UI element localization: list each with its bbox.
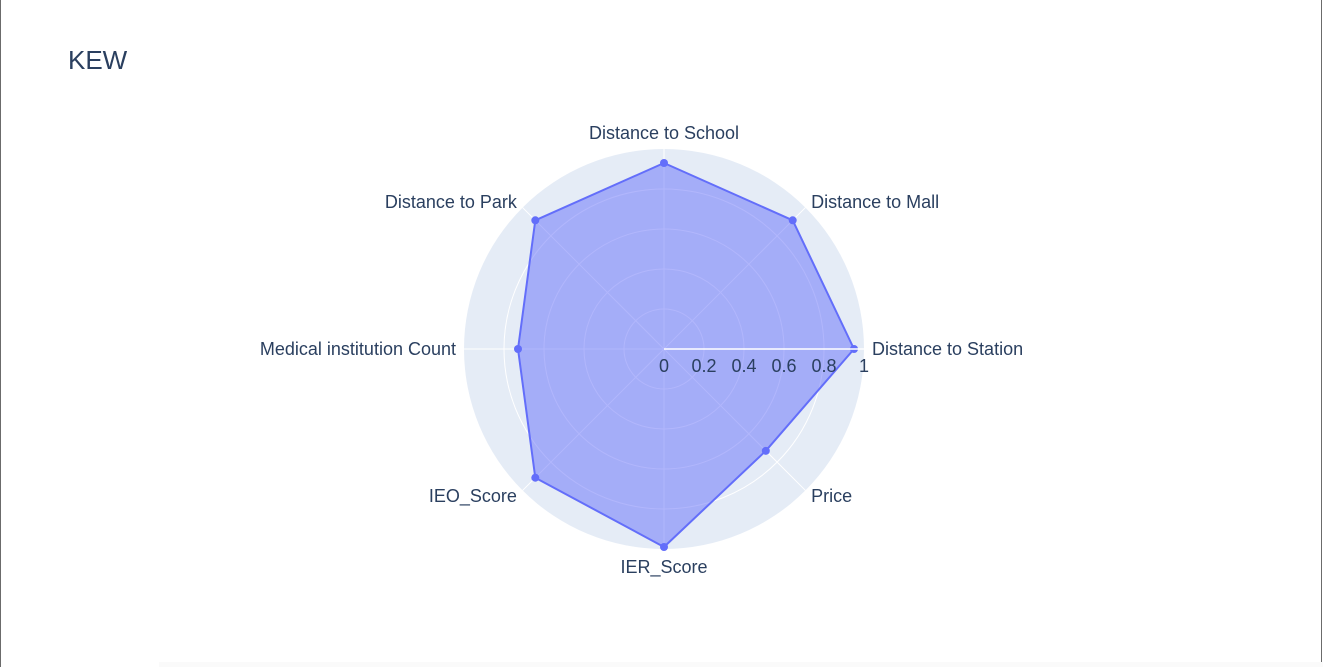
data-point-5[interactable] [531,473,540,482]
radial-tick-label: 0.2 [691,356,716,376]
angular-axis-labels: Distance to Station Distance to Mall Dista… [260,123,1023,578]
radial-tick-label: 0.6 [771,356,796,376]
category-label-1: Distance to Mall [811,192,939,212]
data-point-7[interactable] [761,446,770,455]
radial-axis: 0 0.2 0.4 0.6 0.8 1 [659,348,869,376]
category-label-2: Distance to School [589,123,739,143]
radial-tick-label: 0 [659,356,669,376]
category-label-5: IEO_Score [429,486,517,507]
category-label-6: IER_Score [620,557,707,578]
data-point-6[interactable] [660,543,668,551]
radial-tick-label: 1 [859,356,869,376]
category-label-7: Price [811,486,852,506]
data-point-3[interactable] [531,216,540,225]
category-label-0: Distance to Station [872,339,1023,359]
chart-title: KEW [68,45,128,75]
data-point-4[interactable] [514,345,522,353]
radial-tick-label: 0.4 [731,356,756,376]
category-label-4: Medical institution Count [260,339,456,359]
category-label-3: Distance to Park [385,192,518,212]
data-point-2[interactable] [660,159,668,167]
bottom-strip [159,662,1323,667]
radar-trace [514,159,858,551]
radial-tick-label: 0.8 [811,356,836,376]
data-point-1[interactable] [788,216,797,225]
